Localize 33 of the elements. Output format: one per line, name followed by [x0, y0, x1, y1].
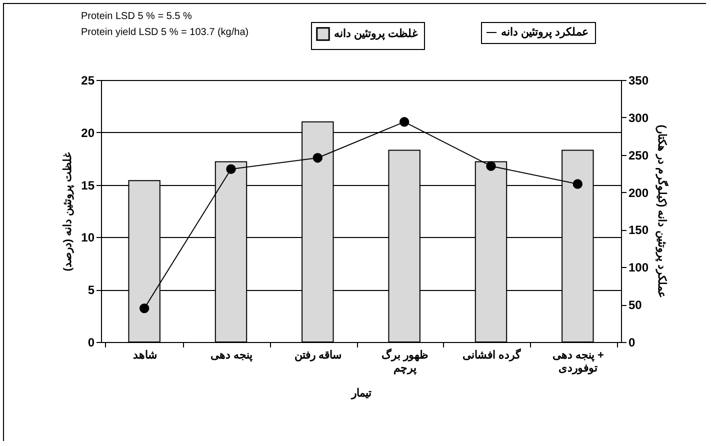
y2-axis-title: عملکرد پروتئین دانه (کیلوگرم در هکتار) — [656, 124, 670, 298]
y2-tick-label: 150 — [628, 223, 649, 238]
legend-label: غلظت پروتئین دانه — [334, 28, 418, 40]
y2-tick-label: 100 — [628, 260, 649, 275]
text: Protein yield LSD 5 % = 103.7 (kg/ha) — [81, 27, 249, 38]
y-tick-label: 20 — [81, 126, 95, 140]
y-tick-label: 5 — [88, 283, 95, 298]
y-tick-label: 0 — [88, 336, 95, 350]
y2-tick-label: 0 — [628, 336, 636, 350]
text: Protein LSD 5 % = 5.5 % — [81, 11, 192, 22]
y2-tick-label: 250 — [628, 148, 649, 162]
point — [226, 164, 236, 174]
point — [312, 152, 323, 163]
y2-tick-label: 50 — [628, 298, 642, 312]
point — [486, 161, 496, 171]
point — [399, 117, 410, 127]
x-tick-label: پنجه دهی — [210, 350, 253, 362]
y2-tick-label: 200 — [628, 186, 649, 200]
y-tick-label: 10 — [81, 230, 95, 245]
y-tick-label: 25 — [81, 74, 95, 88]
x-tick-label: پنجه دهی + توفوردی — [552, 350, 604, 374]
y-axis-title: غلظت پروتئین دانه (درصد) — [62, 152, 74, 272]
y2-tick-label: 300 — [628, 110, 649, 125]
y2-tick-label: 350 — [628, 74, 649, 88]
point — [572, 179, 583, 189]
x-tick-label: شاهد — [132, 350, 157, 362]
point — [139, 303, 150, 314]
y-tick-label: 15 — [81, 178, 95, 192]
x-axis-title: تیمار — [350, 388, 372, 400]
x-tick-label: ساقه رفتن — [294, 350, 342, 362]
x-tick-label: ظهور برگ پرچم — [381, 348, 428, 374]
legend-label: عملکرد پروتئین دانه — [501, 26, 590, 38]
x-tick-label: گرده افشانی — [462, 348, 522, 362]
